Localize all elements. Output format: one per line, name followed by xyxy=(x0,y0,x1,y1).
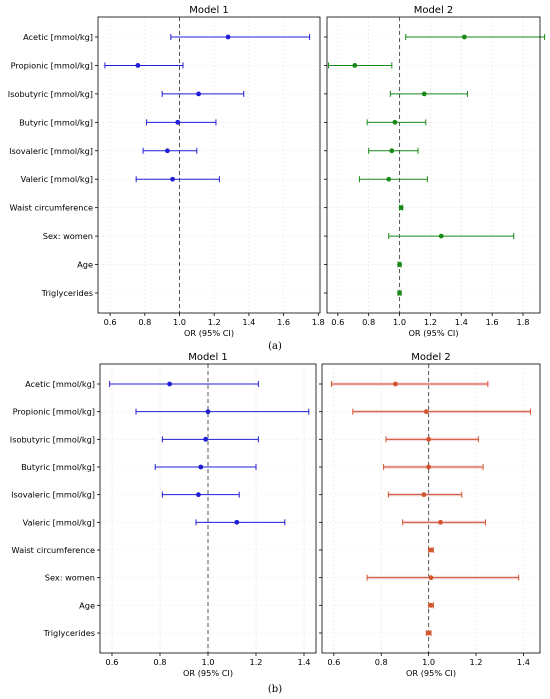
x-tick-label: 1.0 xyxy=(201,657,214,667)
or-point xyxy=(205,409,211,415)
or-point xyxy=(167,381,173,387)
y-tick-label: Age xyxy=(79,600,95,610)
or-point xyxy=(170,176,175,182)
axes-frame xyxy=(97,16,321,314)
or-point xyxy=(175,119,181,125)
y-tick-label: Sex: women xyxy=(43,231,93,241)
panel-a-model-1: Acetic [mmol/kg] Propionic [mmol/kg] Isobu… xyxy=(8,5,325,338)
y-tick-label: Isovaleric [mmol/kg] xyxy=(9,146,93,156)
y-tick-label: Waist circumference xyxy=(12,545,95,555)
panel-title: Model 1 xyxy=(188,352,228,363)
x-tick-label: 1.8 xyxy=(312,317,325,327)
x-tick-label: 1.0 xyxy=(393,317,406,327)
x-axis-label: OR (95% CI) xyxy=(184,328,234,338)
y-tick-label: Propionic [mmol/kg] xyxy=(11,60,93,70)
or-point xyxy=(428,547,434,553)
or-point xyxy=(135,63,141,68)
or-point xyxy=(164,148,170,154)
or-point xyxy=(397,290,402,296)
x-tick-label: 0.8 xyxy=(138,317,151,327)
x-axis-label: OR (95% CI) xyxy=(408,328,458,338)
x-tick-label: 1.4 xyxy=(242,317,255,327)
or-point xyxy=(392,119,398,125)
or-point xyxy=(386,176,392,182)
or-point xyxy=(426,630,432,636)
x-tick-label: 1.6 xyxy=(486,317,499,327)
or-point xyxy=(198,464,204,470)
or-point xyxy=(428,602,434,608)
y-tick-label: Sex: women xyxy=(45,573,95,583)
panel-b-model-1: Acetic [mmol/kg] Propionic [mmol/kg] Isobu… xyxy=(10,352,317,678)
x-tick-label: 1.2 xyxy=(249,657,262,667)
or-point xyxy=(352,63,358,68)
panel-b-model-2: 0.6 0.8 1.0 1.2 1.4 OR (95% CI) Model 2 xyxy=(319,352,541,678)
y-tick-label: Butyric [mmol/kg] xyxy=(19,117,93,127)
x-axis-label: OR (95% CI) xyxy=(406,668,456,678)
or-point xyxy=(426,436,432,442)
or-point xyxy=(438,519,443,525)
x-tick-label: 1.6 xyxy=(277,317,290,327)
y-tick-label: Acetic [mmol/kg] xyxy=(23,32,93,42)
or-point xyxy=(421,91,427,97)
x-tick-label: 0.8 xyxy=(362,317,375,327)
y-tick-label: Isovaleric [mmol/kg] xyxy=(11,490,95,500)
or-point xyxy=(398,205,404,211)
panel-title: Model 1 xyxy=(189,5,229,16)
x-tick-label: 1.4 xyxy=(297,657,310,667)
or-point xyxy=(203,436,209,442)
x-tick-label: 1.0 xyxy=(422,657,435,667)
x-axis-label: OR (95% CI) xyxy=(183,668,233,678)
or-point xyxy=(234,519,240,525)
or-point xyxy=(196,91,201,97)
or-point xyxy=(438,233,444,239)
caption-a: (a) xyxy=(268,341,282,352)
or-point xyxy=(196,492,201,498)
x-tick-label: 0.6 xyxy=(331,317,344,327)
y-tick-label: Valeric [mmol/kg] xyxy=(23,517,95,527)
y-tick-label: Age xyxy=(77,260,93,270)
x-tick-label: 0.6 xyxy=(327,657,340,667)
y-tick-label: Triglycerides xyxy=(43,628,95,638)
caption-b: (b) xyxy=(268,684,282,695)
x-tick-label: 0.8 xyxy=(153,657,166,667)
or-point xyxy=(393,381,398,387)
x-tick-label: 1.4 xyxy=(455,317,468,327)
x-tick-label: 0.8 xyxy=(375,657,388,667)
x-tick-label: 1.2 xyxy=(424,317,437,327)
y-tick-label: Isobutyric [mmol/kg] xyxy=(8,89,93,99)
x-tick-label: 1.2 xyxy=(470,657,483,667)
or-point xyxy=(225,34,231,40)
or-point xyxy=(389,148,395,154)
panel-title: Model 2 xyxy=(414,5,454,16)
or-point xyxy=(423,409,429,415)
y-tick-label: Valeric [mmol/kg] xyxy=(21,174,93,184)
or-point xyxy=(426,464,432,470)
y-tick-label: Isobutyric [mmol/kg] xyxy=(10,434,95,444)
x-tick-label: 1.2 xyxy=(208,317,221,327)
panel-a-model-2: 0.6 0.8 1.0 1.2 1.4 1.6 1.8 OR (95% CI) Model 2 xyxy=(324,5,546,338)
x-tick-label: 1.0 xyxy=(173,317,186,327)
axes-frame xyxy=(321,363,541,654)
x-tick-label: 0.6 xyxy=(104,317,117,327)
or-point xyxy=(461,34,467,40)
y-tick-label: Propionic [mmol/kg] xyxy=(13,407,95,417)
or-point xyxy=(397,262,402,267)
y-tick-label: Butyric [mmol/kg] xyxy=(21,462,95,472)
y-tick-label: Triglycerides xyxy=(41,288,93,298)
y-tick-label: Acetic [mmol/kg] xyxy=(25,379,95,389)
x-tick-label: 0.6 xyxy=(105,657,118,667)
y-tick-label: Waist circumference xyxy=(10,203,93,213)
x-tick-label: 1.4 xyxy=(517,657,530,667)
or-point xyxy=(428,575,434,581)
axes-frame xyxy=(326,16,541,314)
panel-title: Model 2 xyxy=(411,352,451,363)
x-tick-label: 1.8 xyxy=(517,317,530,327)
or-point xyxy=(421,492,427,498)
